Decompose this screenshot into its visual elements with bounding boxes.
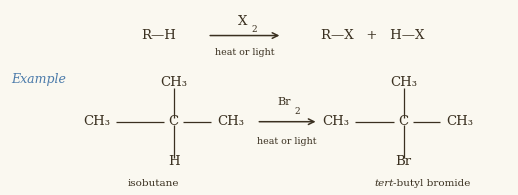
Text: CH₃: CH₃	[217, 115, 244, 128]
Text: 2: 2	[251, 25, 256, 34]
Text: Br: Br	[396, 155, 412, 168]
Text: CH₃: CH₃	[83, 115, 110, 128]
Text: tert: tert	[374, 179, 393, 188]
Text: CH₃: CH₃	[446, 115, 473, 128]
Text: R—H: R—H	[141, 29, 176, 42]
Text: heat or light: heat or light	[256, 136, 316, 145]
Text: CH₃: CH₃	[160, 75, 188, 89]
Text: Example: Example	[11, 73, 66, 86]
Text: CH₃: CH₃	[322, 115, 349, 128]
Text: -butyl bromide: -butyl bromide	[393, 179, 471, 188]
Text: C: C	[169, 115, 179, 128]
Text: C: C	[398, 115, 409, 128]
Text: CH₃: CH₃	[390, 75, 417, 89]
Text: H: H	[168, 155, 180, 168]
Text: heat or light: heat or light	[215, 48, 275, 57]
Text: R—X   +   H—X: R—X + H—X	[321, 29, 424, 42]
Text: Br: Br	[278, 97, 291, 107]
Text: isobutane: isobutane	[127, 179, 179, 188]
Text: 2: 2	[295, 106, 300, 116]
Text: X: X	[238, 14, 247, 27]
